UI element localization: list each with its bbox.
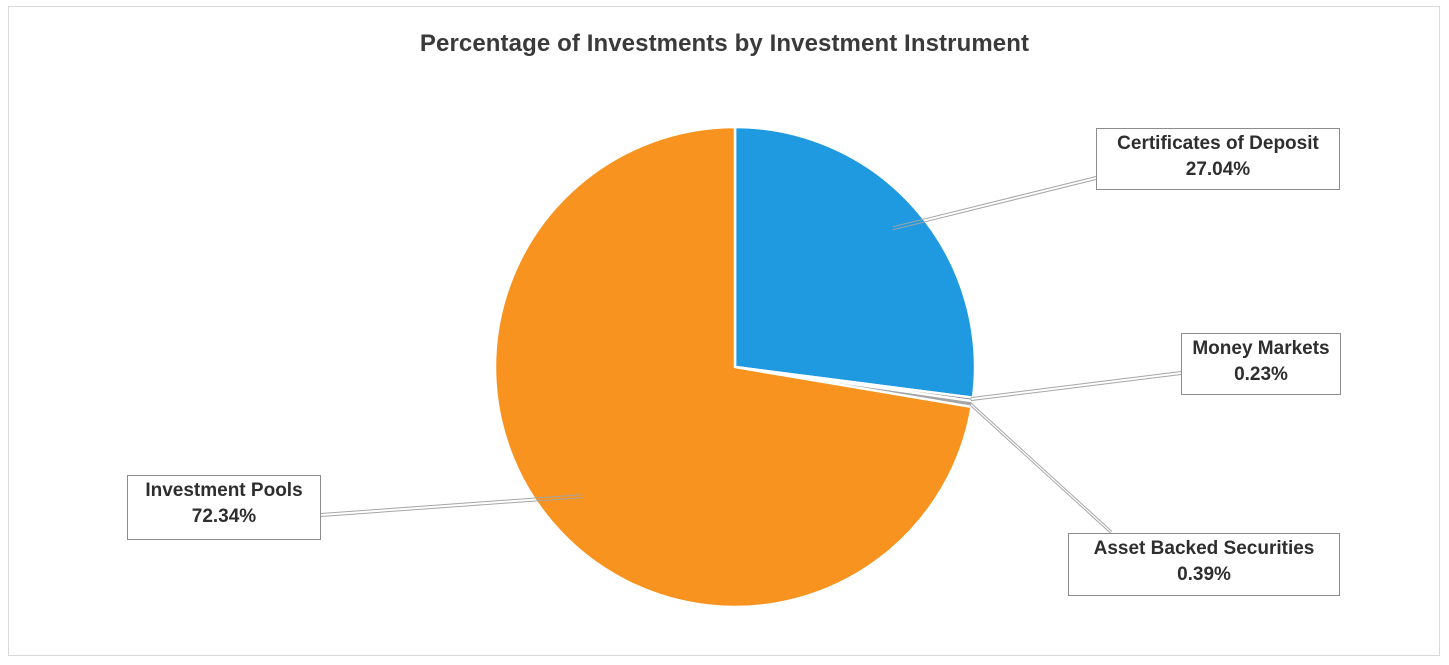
callout-investment-pools: Investment Pools 72.34% bbox=[127, 475, 321, 540]
leader-line-asset-backed-securities bbox=[969, 401, 1113, 532]
leader-line-asset-backed-securities bbox=[969, 404, 1113, 535]
leader-line-certificates-of-deposit bbox=[892, 176, 1097, 228]
slice-value-investment-pools: 72.34% bbox=[191, 506, 257, 527]
callout-certificates-of-deposit: Certificates of Deposit 27.04% bbox=[1096, 128, 1340, 190]
slice-value-money-markets: 0.23% bbox=[1234, 364, 1288, 385]
callout-money-markets: Money Markets 0.23% bbox=[1181, 333, 1341, 395]
leader-line-certificates-of-deposit bbox=[892, 179, 1097, 231]
slice-label-certificates-of-deposit: Certificates of Deposit bbox=[1117, 133, 1319, 154]
leader-line-investment-pools bbox=[320, 494, 583, 514]
callout-asset-backed-securities: Asset Backed Securities 0.39% bbox=[1068, 533, 1340, 596]
leader-line-money-markets bbox=[970, 371, 1182, 399]
slice-value-certificates-of-deposit: 27.04% bbox=[1185, 159, 1251, 180]
chart-title: Percentage of Investments by Investment … bbox=[419, 30, 1030, 57]
pie-slice-certificates-of-deposit bbox=[733, 125, 977, 399]
pie-slice-investment-pools bbox=[493, 125, 973, 609]
leader-line-money-markets bbox=[970, 374, 1182, 402]
leader-line-investment-pools bbox=[320, 497, 583, 517]
slice-value-asset-backed-securities: 0.39% bbox=[1177, 564, 1231, 585]
slice-label-money-markets: Money Markets bbox=[1192, 338, 1330, 359]
slice-label-asset-backed-securities: Asset Backed Securities bbox=[1093, 538, 1315, 559]
slice-label-investment-pools: Investment Pools bbox=[145, 480, 303, 501]
